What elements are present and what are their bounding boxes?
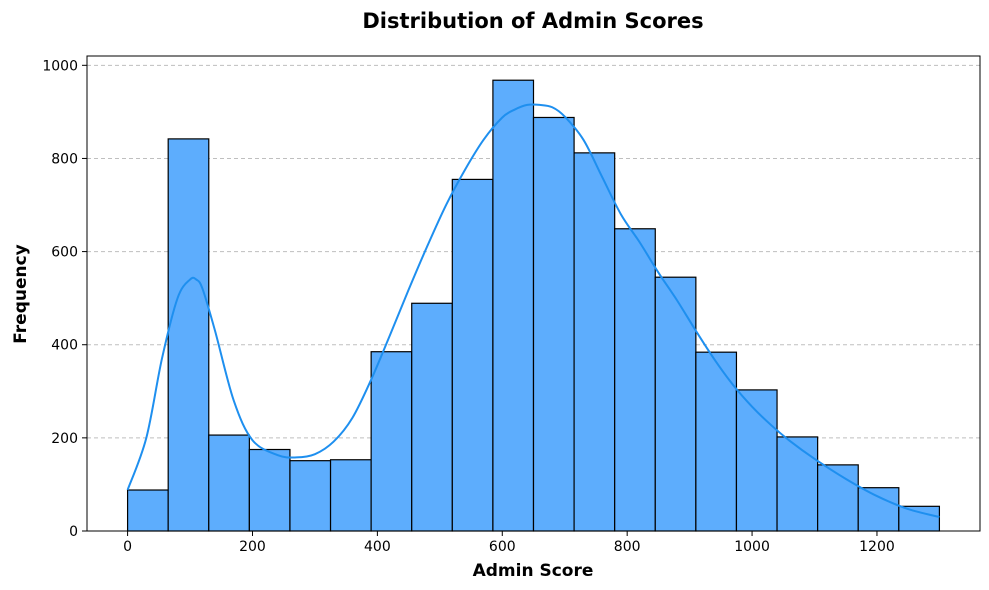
histogram-bar [573,152,616,532]
histogram-bar [411,302,453,532]
plot-frame [86,55,981,532]
y-axis-ticks: 0 200 400 600 800 1000 [42,58,87,540]
x-tick-label: 400 [364,539,391,555]
x-tick-label: 600 [489,539,516,555]
kde-curve [126,103,940,518]
histogram-bar [329,459,372,532]
x-tick-label: 200 [239,539,266,555]
histogram-bar [614,228,656,532]
y-tick-label: 400 [51,338,78,354]
histogram-bar [532,116,575,532]
y-axis-label: Frequency [11,244,31,344]
histogram-bars [126,79,941,532]
histogram-bar [248,448,291,532]
histogram-bar [492,79,535,532]
chart-title: Distribution of Admin Scores [362,9,703,33]
histogram-bar [167,138,210,532]
x-tick-label: 0 [123,539,132,555]
y-tick-label: 800 [51,151,78,167]
histogram-bar [289,460,332,532]
x-axis-label: Admin Score [473,561,594,581]
histogram-bar [857,487,900,532]
histogram-bar [898,505,941,532]
x-tick-label: 1200 [859,539,895,555]
histogram-bar [370,351,413,532]
x-tick-label: 1000 [734,539,770,555]
y-tick-label: 1000 [42,58,78,74]
x-axis-ticks: 0 200 400 600 800 1000 1200 [123,531,895,555]
histogram-bar [695,351,738,532]
histogram-bar [208,434,250,532]
histogram-bar [451,178,494,532]
y-tick-label: 600 [51,245,78,261]
y-tick-label: 200 [51,431,78,447]
y-tick-label: 0 [69,524,78,540]
x-tick-label: 800 [614,539,641,555]
histogram-bar [654,276,697,532]
histogram-bar [776,436,819,532]
histogram-bar [735,389,778,532]
histogram-bar [126,489,169,532]
